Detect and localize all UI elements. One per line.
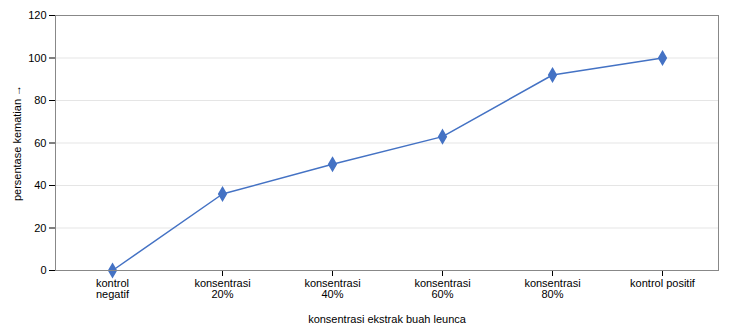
svg-text:kontrol positif: kontrol positif [630, 277, 696, 289]
svg-text:40: 40 [34, 179, 46, 191]
svg-text:20: 20 [34, 222, 46, 234]
svg-text:konsentrasi ekstrak buah leunc: konsentrasi ekstrak buah leunca [308, 313, 467, 325]
svg-text:60: 60 [34, 137, 46, 149]
svg-text:100: 100 [28, 52, 46, 64]
svg-text:konsentrasi20%: konsentrasi20% [194, 277, 250, 300]
svg-text:80: 80 [34, 94, 46, 106]
svg-text:konsentrasi80%: konsentrasi80% [524, 277, 580, 300]
svg-text:0: 0 [40, 264, 46, 276]
svg-text:kontrolnegatif: kontrolnegatif [96, 277, 130, 300]
svg-text:120: 120 [28, 9, 46, 21]
svg-text:konsentrasi60%: konsentrasi60% [414, 277, 470, 300]
svg-text:konsentrasi40%: konsentrasi40% [304, 277, 360, 300]
svg-text:persentase kematian →: persentase kematian → [11, 85, 23, 201]
